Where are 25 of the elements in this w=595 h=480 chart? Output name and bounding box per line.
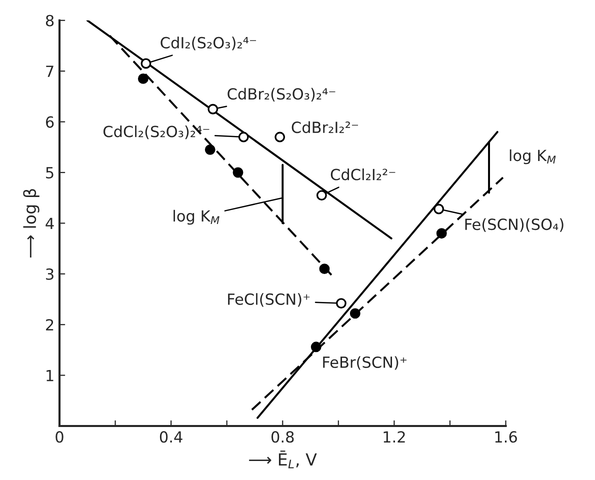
annotation: Fe(SCN)(SO₄) [465,218,564,232]
annotation: CdCl₂I₂²⁻ [330,168,396,180]
y-tick-label: 6 [46,116,54,128]
y-tick-label: 8 [46,14,54,26]
y-tick-label: 5 [46,167,54,179]
x-tick-label: 1.2 [384,431,405,442]
x-axis-title: ⟶ Ē$_{L}$, V [249,450,317,468]
y-tick-label: 3 [46,268,54,280]
x-tick-label: 0.4 [160,431,182,443]
annotation: CdBr₂(S₂O₃)₂⁴⁻ [228,88,336,102]
annotation: CdBr₂I₂²⁻ [292,121,358,134]
x-tick-label: 1.6 [495,431,517,443]
y-tick-label: 1 [46,370,54,382]
annotation: FeCl(SCN)⁺ [228,293,310,307]
annotation: log K$_{M}$ [174,210,220,225]
annotation: FeBr(SCN)⁺ [323,356,407,370]
annotation: log K$_{M}$ [510,149,556,164]
x-tick-label: 0 [56,431,64,443]
y-tick-label: 7 [46,66,54,77]
y-tick-label: 4 [46,218,54,230]
y-axis-title: ⟶ log β [23,189,40,258]
x-tick-label: 0.8 [271,431,294,443]
y-tick-label: 2 [46,319,54,330]
annotation: CdCl₂(S₂O₃)₂⁴⁻ [103,125,210,140]
annotation: CdI₂(S₂O₃)₂⁴⁻ [160,36,256,50]
